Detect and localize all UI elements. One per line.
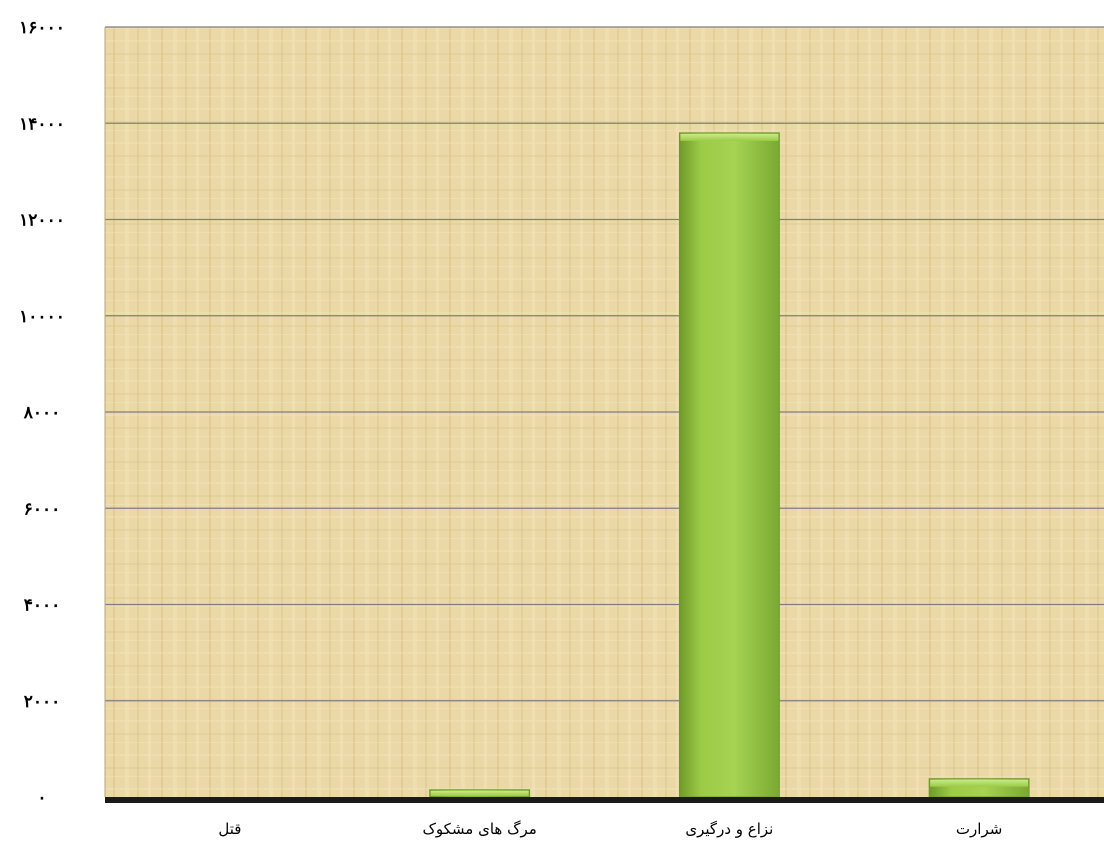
y-tick-label: ٨٠٠٠	[23, 403, 61, 423]
bar-top-highlight	[680, 133, 779, 141]
y-tick-label: ٠	[37, 788, 46, 808]
category-label: شرارت	[956, 820, 1002, 838]
bar-top-highlight	[430, 790, 529, 796]
gridlines	[105, 26, 1104, 702]
x-axis-floor	[105, 797, 1104, 803]
y-tick-label: ٢٠٠٠	[24, 692, 61, 712]
category-label: نزاع و درگیری	[685, 820, 773, 838]
bar	[678, 132, 780, 798]
category-label: قتل	[218, 820, 241, 838]
y-tick-label: ١٠٠٠٠	[19, 307, 65, 327]
category-label: مرگ های مشکوک	[422, 820, 536, 838]
y-tick-label: ۴٠٠٠	[24, 596, 61, 616]
y-tick-label: ١۶٠٠٠	[19, 18, 65, 38]
y-tick-labels: ٠ ٢٠٠٠ ۴٠٠٠ ۶٠٠٠ ٨٠٠٠ ١٠٠٠٠ ١٢٠٠٠ ١۴٠٠٠ ١۶٠٠٠	[19, 18, 65, 808]
bar-top-highlight	[930, 779, 1029, 787]
category-labels: قتل مرگ های مشکوک نزاع و درگیری شرارت	[218, 820, 1002, 838]
y-tick-label: ١۴٠٠٠	[19, 114, 65, 134]
y-tick-label: ۶٠٠٠	[24, 499, 61, 519]
y-tick-label: ١٢٠٠٠	[19, 211, 65, 231]
